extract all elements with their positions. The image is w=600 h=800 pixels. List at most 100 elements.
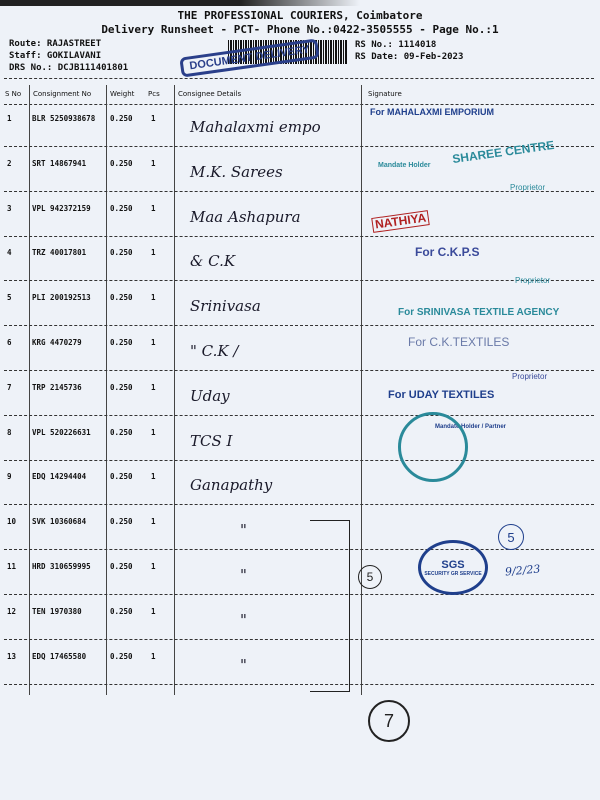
- row-divider: [4, 325, 594, 327]
- proprietor-stamp: Proprietor: [510, 183, 546, 192]
- round-seal: [398, 412, 468, 482]
- row-consignment-no: TEN 1970380: [32, 606, 82, 616]
- bracket-mark: [310, 520, 350, 692]
- rs-date: RS Date: 09-Feb-2023: [355, 52, 464, 62]
- row-sno: 4: [7, 248, 12, 258]
- row-consignment-no: EDQ 14294404: [32, 472, 87, 482]
- header-weight: Weight: [110, 90, 135, 98]
- divider: [4, 78, 594, 79]
- row-divider: [4, 414, 594, 416]
- row-weight: 0.250: [110, 606, 133, 616]
- runsheet-subtitle: Delivery Runsheet - PCT- Phone No.:0422-…: [101, 23, 499, 36]
- proprietor-stamp: Proprietor: [512, 372, 548, 381]
- row-pcs: 1: [151, 338, 156, 347]
- row-weight: 0.250: [110, 651, 133, 661]
- row-consignment-no: BLR 5250938678: [32, 114, 96, 123]
- row-consignment-no: TRP 2145736: [32, 382, 82, 392]
- row-weight: 0.250: [110, 382, 133, 392]
- row-consignee-handwritten: Srinivasa: [190, 297, 261, 316]
- row-consignment-no: PLI 200192513: [32, 293, 91, 303]
- row-consignee-handwritten: M.K. Sarees: [190, 162, 283, 181]
- row-consignment-no: KRG 4470279: [32, 338, 82, 347]
- sharee-centre-stamp: SHAREE CENTRE: [451, 137, 556, 167]
- row-consignee-handwritten: Ganapathy: [190, 476, 273, 495]
- row-pcs: 1: [151, 562, 156, 571]
- row-consignment-no: EDQ 17465580: [32, 651, 87, 661]
- row-consignee-handwritten: ": [240, 521, 247, 540]
- row-pcs: 1: [151, 293, 156, 303]
- row-pcs: 1: [151, 114, 156, 123]
- scan-edge: [0, 0, 600, 6]
- sgs-seal: SGS SECURITY GR SERVICE: [418, 540, 488, 595]
- row-divider: [4, 146, 594, 147]
- row-consignee-handwritten: TCS I: [190, 431, 233, 450]
- row-weight: 0.250: [110, 248, 133, 258]
- row-divider: [4, 594, 594, 595]
- row-consignment-no: VPL 520226631: [32, 427, 91, 437]
- ck-stamp: For C.K.P.S: [415, 245, 480, 259]
- header-signature: Signature: [368, 90, 402, 98]
- row-consignee-handwritten: Uday: [190, 386, 230, 405]
- srinivasa-stamp: For SRINIVASA TEXTILE AGENCY: [398, 307, 560, 318]
- row-divider: [4, 280, 594, 282]
- column-line: [174, 85, 175, 695]
- circled-number: 5: [498, 524, 524, 550]
- row-divider: [4, 459, 594, 461]
- row-pcs: 1: [151, 651, 156, 661]
- row-weight: 0.250: [110, 562, 133, 571]
- row-sno: 6: [7, 338, 12, 347]
- row-pcs: 1: [151, 472, 156, 482]
- row-sno: 2: [7, 158, 12, 168]
- row-pcs: 1: [151, 203, 156, 213]
- proprietor-stamp: Proprietor: [515, 276, 551, 285]
- rs-number: RS No.: 1114018: [355, 40, 437, 50]
- header-consignment: Consignment No: [33, 90, 92, 98]
- row-pcs: 1: [151, 248, 156, 258]
- sgs-label: SGS: [441, 558, 465, 571]
- row-pcs: 1: [151, 158, 156, 168]
- row-sno: 7: [7, 382, 12, 392]
- mahalaxmi-stamp: For MAHALAXMI EMPORIUM: [370, 107, 494, 117]
- row-pcs: 1: [151, 517, 156, 527]
- row-consignment-no: HRD 310659995: [32, 562, 91, 571]
- ck-textiles-stamp: For C.K.TEXTILES: [408, 335, 510, 349]
- row-sno: 9: [7, 472, 12, 482]
- route: Route: RAJASTREET: [9, 39, 102, 49]
- staff: Staff: GOKILAVANI: [9, 51, 102, 61]
- row-consignee-handwritten: Mahalaxmi empo: [190, 118, 321, 136]
- drs-number: DRS No.: DCJB111401801: [9, 63, 129, 73]
- row-consignee-handwritten: & C.K: [190, 252, 236, 271]
- circled-number: 5: [358, 565, 382, 589]
- row-sno: 3: [7, 203, 12, 213]
- row-sno: 11: [7, 562, 17, 571]
- mandate-partner-stamp: Mandate Holder / Partner: [435, 424, 507, 430]
- row-sno: 12: [7, 606, 17, 616]
- row-consignee-handwritten: " C.K /: [190, 342, 239, 360]
- row-pcs: 1: [151, 427, 156, 437]
- row-consignee-handwritten: ": [240, 610, 247, 629]
- row-divider: [4, 638, 594, 640]
- barcode: [228, 40, 348, 64]
- row-divider: [4, 190, 594, 192]
- row-sno: 10: [7, 517, 17, 527]
- row-consignee-handwritten: ": [240, 655, 247, 674]
- row-divider: [4, 235, 594, 237]
- row-sno: 13: [7, 651, 17, 661]
- row-weight: 0.250: [110, 293, 133, 303]
- row-divider: [4, 549, 594, 551]
- row-sno: 5: [7, 293, 12, 303]
- header-pcs: Pcs: [148, 90, 160, 98]
- row-weight: 0.250: [110, 517, 133, 527]
- column-line: [29, 85, 30, 695]
- row-consignment-no: VPL 942372159: [32, 203, 91, 213]
- row-weight: 0.250: [110, 158, 133, 168]
- row-sno: 8: [7, 427, 12, 437]
- row-weight: 0.250: [110, 427, 133, 437]
- row-divider: [4, 370, 594, 371]
- row-weight: 0.250: [110, 338, 133, 347]
- row-consignment-no: SRT 14867941: [32, 158, 87, 168]
- company-title: THE PROFESSIONAL COURIERS, Coimbatore: [177, 9, 423, 22]
- row-pcs: 1: [151, 382, 156, 392]
- row-consignment-no: SVK 10360684: [32, 517, 87, 527]
- row-weight: 0.250: [110, 114, 133, 123]
